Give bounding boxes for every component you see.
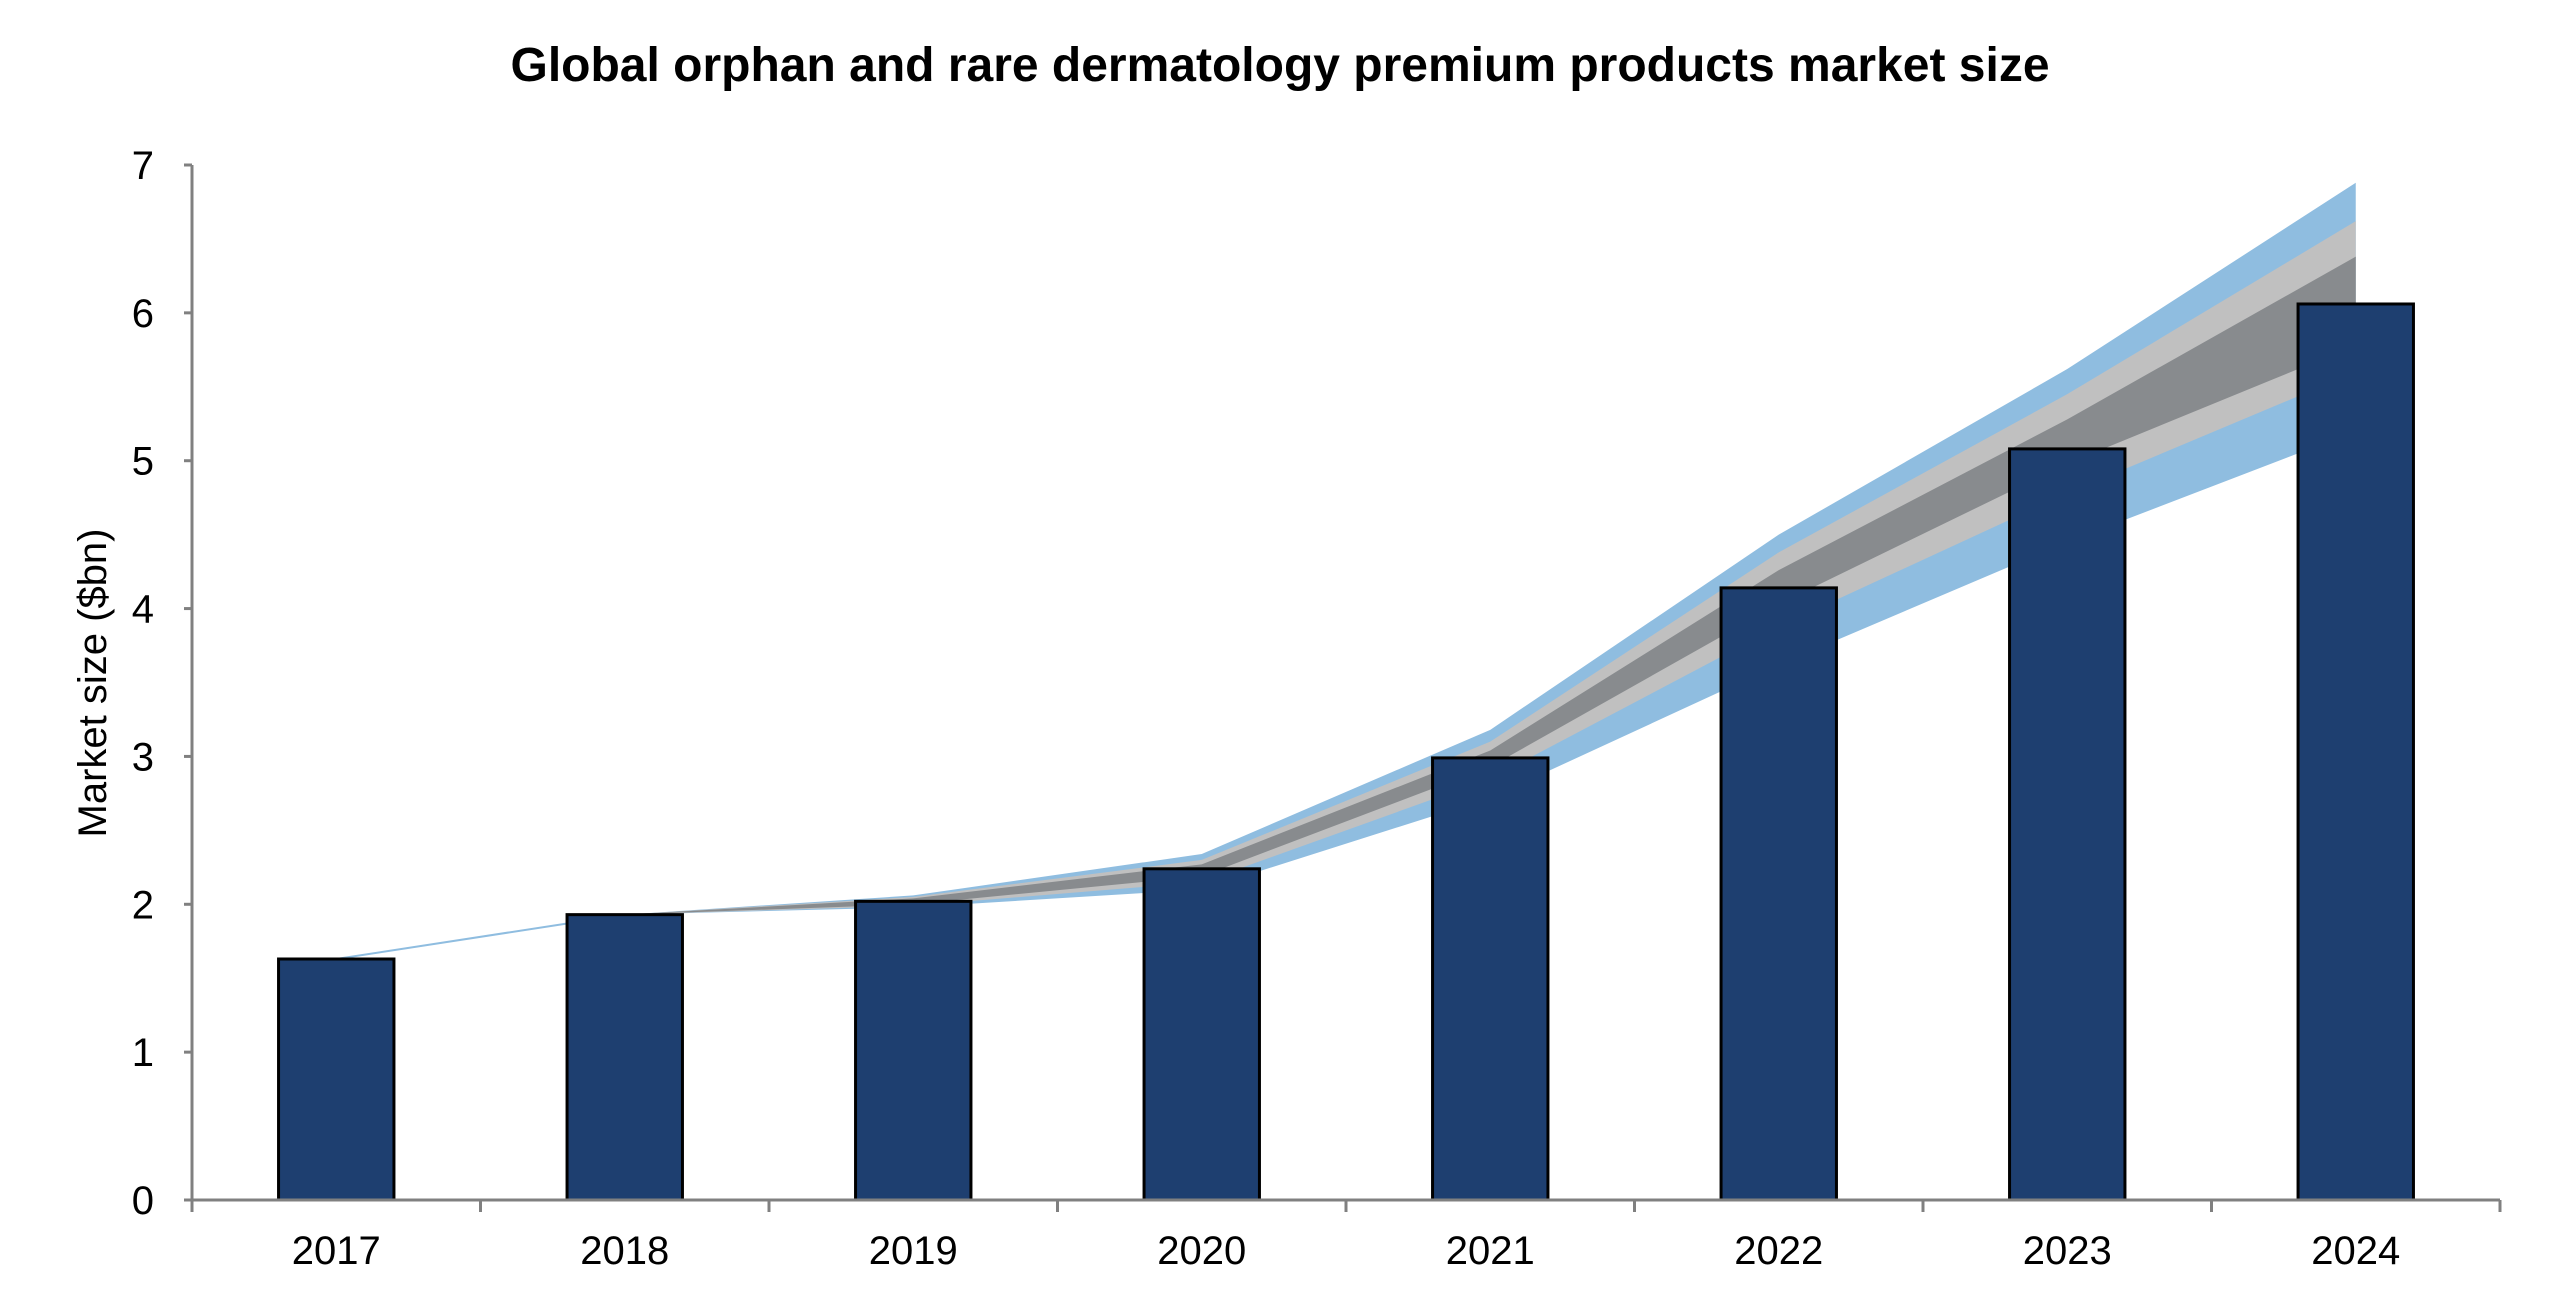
bar-2018: [565, 913, 684, 1202]
bar-2024: [2296, 302, 2415, 1202]
bar-2017: [277, 957, 396, 1202]
x-tick-label: 2022: [1734, 1229, 1823, 1273]
y-tick-label: 1: [132, 1031, 154, 1075]
y-tick-label: 0: [132, 1179, 154, 1223]
x-tick-label: 2024: [2311, 1229, 2400, 1273]
y-axis-title: Market size ($bn): [71, 529, 115, 838]
y-tick-label: 5: [132, 440, 154, 484]
x-tick-label: 2017: [292, 1229, 381, 1273]
fan-band-inner: [336, 256, 2356, 959]
y-tick-label: 2: [132, 883, 154, 927]
bar-2021: [1431, 756, 1550, 1202]
bar-2019: [854, 899, 973, 1202]
x-tick-label: 2018: [580, 1229, 669, 1273]
y-tick-label: 6: [132, 292, 154, 336]
axes: 0 1 2 3 4 5 6 7 2017 2018 2019 2020 2021 2022 2023 2024: [132, 144, 2502, 1273]
y-tick-label: 7: [132, 144, 154, 188]
bar-series: [277, 302, 2415, 1202]
bar-2023: [2008, 447, 2127, 1202]
bar-2022: [1719, 586, 1838, 1202]
x-tick-label: 2023: [2023, 1229, 2112, 1273]
bar-2020: [1142, 867, 1261, 1202]
x-tick-label: 2020: [1157, 1229, 1246, 1273]
x-tick-label: 2021: [1446, 1229, 1535, 1273]
x-tick-label: 2019: [869, 1229, 958, 1273]
y-tick-label: 3: [132, 735, 154, 779]
y-tick-label: 4: [132, 588, 154, 632]
chart-title: Global orphan and rare dermatology premi…: [510, 39, 2050, 92]
